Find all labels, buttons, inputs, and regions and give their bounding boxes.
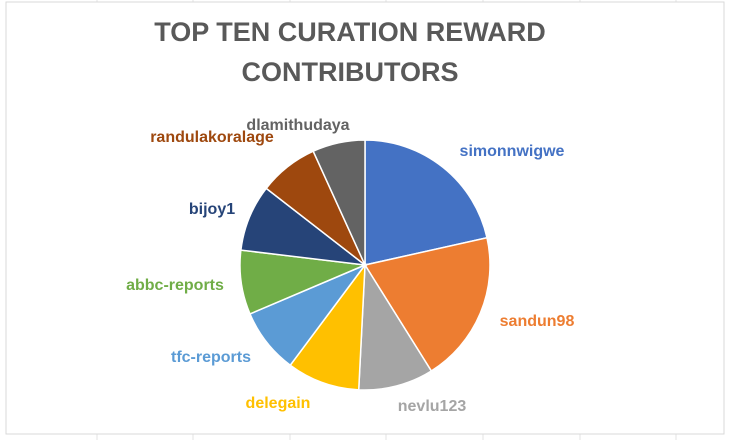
slice xyxy=(357,262,433,391)
slice xyxy=(312,139,366,266)
slice-label: delegain xyxy=(245,395,311,412)
slice-label: tfc-reports xyxy=(170,349,252,366)
chart-title: TOP TEN CURATION REWARD CONTRIBUTORS xyxy=(154,17,546,87)
pie xyxy=(239,139,491,391)
slice-label: abbc-reports xyxy=(126,277,224,294)
slice-label: nevlu123 xyxy=(397,398,467,415)
slice-label: randulakoralage xyxy=(150,129,274,146)
slice xyxy=(364,139,488,266)
slice-label: simonnwigwe xyxy=(459,143,565,160)
slice-label: dlamithudaya xyxy=(246,117,350,134)
slice-label: bijoy1 xyxy=(188,201,236,218)
slice xyxy=(363,236,491,372)
slice-label: sandun98 xyxy=(499,313,575,330)
